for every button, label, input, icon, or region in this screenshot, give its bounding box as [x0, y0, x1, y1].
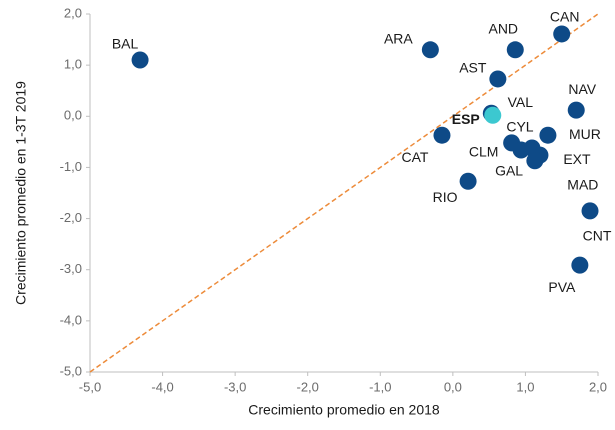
y-tick-label: 2,0	[64, 5, 82, 20]
point-label: MAD	[567, 176, 598, 192]
y-tick-label: -4,0	[60, 312, 82, 327]
point	[131, 51, 149, 69]
x-tick-label: 0,0	[444, 379, 462, 394]
reference-line	[89, 13, 599, 373]
point	[567, 101, 585, 119]
point-label: PVA	[548, 279, 576, 295]
point-label: CLM	[469, 144, 499, 160]
x-tick-label: -2,0	[297, 379, 319, 394]
point-label: ESP	[452, 111, 480, 127]
point	[553, 25, 571, 43]
x-tick-label: 2,0	[589, 379, 607, 394]
point-label: AST	[459, 60, 487, 76]
point-label: CNT	[583, 228, 612, 244]
y-axis-title: Crecimiento promedio en 1-3T 2019	[13, 81, 29, 305]
point-label: NAV	[568, 81, 596, 97]
y-tick-label: 0,0	[64, 108, 82, 123]
point	[506, 41, 524, 59]
x-tick-label: -4,0	[151, 379, 173, 394]
point	[581, 202, 599, 220]
point-label: AND	[488, 21, 518, 37]
point-label: CAT	[401, 149, 428, 165]
x-tick-label: -3,0	[224, 379, 246, 394]
point-label: BAL	[112, 36, 139, 52]
point-label: ARA	[384, 31, 413, 47]
point	[433, 126, 451, 144]
point	[512, 141, 530, 159]
y-tick-label: -2,0	[60, 210, 82, 225]
x-tick-label: 1,0	[516, 379, 534, 394]
point-label: EXT	[563, 151, 591, 167]
point	[459, 172, 477, 190]
point-label: RIO	[433, 189, 458, 205]
point-label: VAL	[508, 94, 534, 110]
y-tick-label: -3,0	[60, 261, 82, 276]
point-label: MUR	[569, 126, 601, 142]
point	[489, 70, 507, 88]
point	[421, 41, 439, 59]
y-tick-label: 1,0	[64, 57, 82, 72]
point	[571, 256, 589, 274]
x-axis-title: Crecimiento promedio en 2018	[248, 402, 440, 418]
point	[539, 126, 557, 144]
x-tick-label: -1,0	[369, 379, 391, 394]
y-tick-label: -1,0	[60, 159, 82, 174]
point-label: CAN	[550, 9, 580, 25]
point	[484, 106, 502, 124]
point	[526, 152, 544, 170]
x-tick-label: -5,0	[79, 379, 101, 394]
y-tick-label: -5,0	[60, 363, 82, 378]
point-label: CYL	[506, 119, 533, 135]
point-label: GAL	[495, 163, 523, 179]
